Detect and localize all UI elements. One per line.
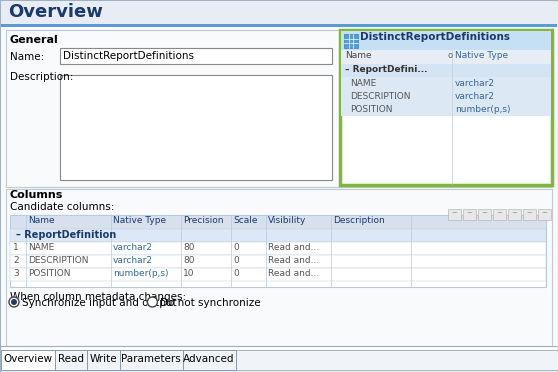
Bar: [478, 209, 491, 220]
Bar: [448, 209, 461, 220]
Text: ~: ~: [511, 210, 517, 216]
Bar: [1, 24, 557, 27]
Bar: [341, 31, 551, 50]
Text: Native Type: Native Type: [455, 51, 508, 60]
Text: Advanced: Advanced: [183, 354, 235, 364]
Bar: [340, 30, 552, 185]
Text: Name: Name: [28, 216, 55, 225]
Bar: [508, 209, 521, 220]
Text: Native Type: Native Type: [113, 216, 166, 225]
Circle shape: [147, 297, 157, 307]
Text: Read and...: Read and...: [268, 256, 319, 265]
Text: Read and...: Read and...: [268, 269, 319, 278]
Text: DistinctReportDefinitions: DistinctReportDefinitions: [63, 51, 194, 61]
Text: varchar2: varchar2: [455, 92, 495, 101]
Text: Do not synchronize: Do not synchronize: [160, 298, 261, 308]
Bar: [10, 215, 546, 287]
Bar: [55, 350, 87, 370]
Text: 0: 0: [233, 243, 239, 252]
Bar: [341, 103, 551, 116]
Text: Visibility: Visibility: [268, 216, 306, 225]
Text: number(p,s): number(p,s): [455, 105, 511, 114]
Bar: [341, 50, 551, 64]
Bar: [1, 1, 557, 24]
Circle shape: [11, 299, 17, 305]
Bar: [1, 27, 557, 346]
Text: NAME: NAME: [28, 243, 54, 252]
Bar: [87, 350, 120, 370]
Text: number(p,s): number(p,s): [113, 269, 169, 278]
Text: o: o: [447, 51, 452, 60]
Text: Description:: Description:: [10, 72, 73, 82]
Text: 0: 0: [233, 256, 239, 265]
Bar: [341, 77, 551, 90]
Text: General: General: [10, 35, 59, 45]
Bar: [538, 209, 551, 220]
Text: 80: 80: [183, 243, 195, 252]
Text: Precision: Precision: [183, 216, 224, 225]
Bar: [341, 64, 551, 78]
Text: Candidate columns:: Candidate columns:: [10, 202, 114, 212]
Text: ~: ~: [451, 210, 457, 216]
Bar: [60, 48, 332, 64]
Text: Overview: Overview: [8, 3, 103, 21]
Bar: [10, 242, 546, 255]
Bar: [341, 90, 551, 103]
Text: 80: 80: [183, 256, 195, 265]
Text: When column metadata changes:: When column metadata changes:: [10, 292, 186, 302]
Bar: [120, 350, 183, 370]
Text: DESCRIPTION: DESCRIPTION: [28, 256, 89, 265]
Text: varchar2: varchar2: [455, 79, 495, 88]
Text: POSITION: POSITION: [350, 105, 392, 114]
Bar: [10, 229, 546, 242]
Text: – ReportDefini...: – ReportDefini...: [345, 65, 427, 74]
Text: NAME: NAME: [350, 79, 376, 88]
Text: Read: Read: [58, 354, 84, 364]
Text: varchar2: varchar2: [113, 256, 153, 265]
Text: varchar2: varchar2: [113, 243, 153, 252]
Text: ~: ~: [466, 210, 472, 216]
Bar: [2, 368, 54, 370]
Text: Write: Write: [89, 354, 117, 364]
Text: 3: 3: [13, 269, 19, 278]
Bar: [523, 209, 536, 220]
Text: 0: 0: [233, 269, 239, 278]
Circle shape: [9, 297, 19, 307]
Text: – ReportDefinition: – ReportDefinition: [16, 230, 116, 240]
Text: DESCRIPTION: DESCRIPTION: [350, 92, 411, 101]
Text: Synchronize input and output: Synchronize input and output: [22, 298, 177, 308]
Bar: [344, 34, 358, 48]
Text: ~: ~: [496, 210, 502, 216]
Text: 2: 2: [13, 256, 18, 265]
Bar: [10, 268, 546, 281]
Text: Name:: Name:: [10, 52, 44, 62]
Bar: [463, 209, 476, 220]
Bar: [6, 30, 552, 187]
Text: 10: 10: [183, 269, 195, 278]
Bar: [6, 189, 552, 346]
Text: DistinctReportDefinitions: DistinctReportDefinitions: [360, 32, 510, 42]
Text: Name: Name: [345, 51, 372, 60]
Bar: [10, 255, 546, 268]
Text: ~: ~: [526, 210, 532, 216]
Text: ~: ~: [541, 210, 547, 216]
Text: Columns: Columns: [10, 190, 64, 200]
Bar: [1, 350, 55, 370]
Text: POSITION: POSITION: [28, 269, 70, 278]
Bar: [236, 350, 558, 370]
Text: 1: 1: [13, 243, 19, 252]
Bar: [60, 75, 332, 180]
Bar: [10, 215, 546, 229]
Bar: [493, 209, 506, 220]
Text: Overview: Overview: [3, 354, 52, 364]
Text: Read and...: Read and...: [268, 243, 319, 252]
Text: ~: ~: [481, 210, 487, 216]
Text: Scale: Scale: [233, 216, 257, 225]
Text: Description: Description: [333, 216, 385, 225]
Bar: [183, 350, 236, 370]
Text: Parameters: Parameters: [121, 354, 181, 364]
